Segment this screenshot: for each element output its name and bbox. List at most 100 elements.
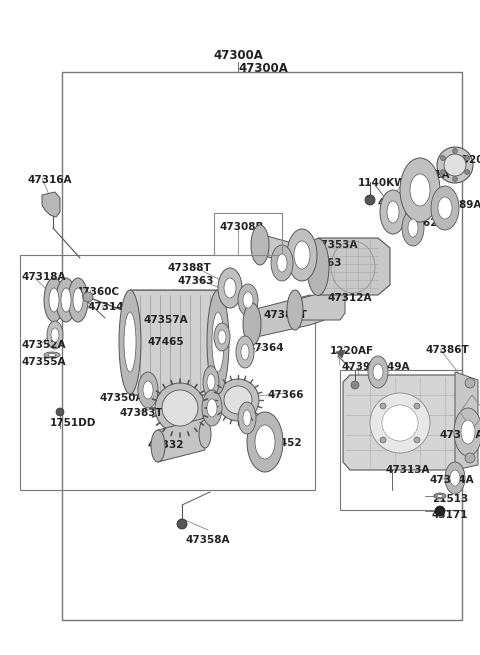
Text: 47308B: 47308B	[220, 222, 264, 232]
Circle shape	[83, 292, 93, 302]
Circle shape	[435, 506, 445, 516]
Ellipse shape	[49, 288, 59, 312]
Text: 47357A: 47357A	[143, 315, 188, 325]
Text: 1220AF: 1220AF	[330, 346, 374, 356]
Text: 47452: 47452	[265, 438, 301, 448]
Bar	[340, 370, 462, 510]
Text: 47360C: 47360C	[75, 287, 119, 297]
Text: 47389A: 47389A	[438, 200, 480, 210]
Ellipse shape	[271, 245, 293, 281]
Ellipse shape	[143, 381, 153, 399]
Polygon shape	[42, 192, 60, 217]
Text: 43171: 43171	[432, 510, 468, 520]
Ellipse shape	[212, 312, 224, 372]
Ellipse shape	[238, 402, 256, 434]
Circle shape	[365, 195, 375, 205]
Text: 47354A: 47354A	[430, 475, 475, 485]
Ellipse shape	[294, 241, 310, 269]
Polygon shape	[123, 290, 225, 395]
Text: 47314A: 47314A	[88, 302, 132, 312]
Ellipse shape	[68, 278, 88, 322]
Text: 47395: 47395	[342, 362, 378, 372]
Ellipse shape	[162, 390, 198, 426]
Ellipse shape	[207, 374, 215, 390]
Circle shape	[380, 403, 386, 409]
Text: 1140KW: 1140KW	[358, 178, 407, 188]
Polygon shape	[295, 288, 345, 320]
Text: 47358A: 47358A	[185, 535, 229, 545]
Ellipse shape	[255, 425, 275, 459]
Text: 47383T: 47383T	[120, 408, 164, 418]
Circle shape	[414, 437, 420, 443]
Bar	[20, 255, 315, 490]
Ellipse shape	[218, 330, 226, 344]
Polygon shape	[318, 238, 390, 295]
Circle shape	[440, 155, 445, 160]
Ellipse shape	[217, 379, 259, 421]
Text: 47332: 47332	[148, 440, 184, 450]
Circle shape	[414, 403, 420, 409]
Ellipse shape	[199, 420, 211, 448]
Ellipse shape	[431, 186, 459, 230]
Text: 47363: 47363	[178, 276, 215, 286]
Ellipse shape	[224, 386, 252, 414]
Ellipse shape	[44, 278, 64, 322]
Circle shape	[465, 453, 475, 463]
Ellipse shape	[373, 364, 383, 380]
Circle shape	[382, 405, 418, 441]
Text: 47388T: 47388T	[168, 263, 212, 273]
Text: 47359A: 47359A	[440, 430, 480, 440]
Ellipse shape	[47, 321, 63, 349]
Polygon shape	[455, 372, 478, 470]
Circle shape	[177, 519, 187, 529]
Ellipse shape	[243, 292, 253, 308]
Ellipse shape	[155, 383, 205, 433]
Ellipse shape	[461, 420, 475, 444]
Text: 47364: 47364	[248, 343, 285, 353]
Polygon shape	[343, 375, 462, 470]
Text: 47363: 47363	[305, 258, 341, 268]
Ellipse shape	[307, 238, 329, 295]
Ellipse shape	[207, 290, 229, 394]
Circle shape	[56, 408, 64, 416]
Text: 47361A: 47361A	[378, 198, 422, 208]
Ellipse shape	[218, 268, 242, 308]
Polygon shape	[336, 350, 345, 358]
Text: 47313A: 47313A	[385, 465, 430, 475]
Text: 47366: 47366	[268, 390, 304, 400]
Circle shape	[380, 437, 386, 443]
Polygon shape	[260, 234, 325, 268]
Ellipse shape	[119, 290, 141, 394]
Ellipse shape	[73, 288, 83, 312]
Text: 47316A: 47316A	[28, 175, 72, 185]
Ellipse shape	[236, 336, 254, 368]
Text: 47384T: 47384T	[263, 310, 307, 320]
Ellipse shape	[437, 147, 473, 183]
Ellipse shape	[243, 410, 251, 426]
Ellipse shape	[44, 352, 60, 358]
Ellipse shape	[454, 408, 480, 456]
Ellipse shape	[202, 390, 222, 426]
Text: 47351A: 47351A	[405, 170, 449, 180]
Circle shape	[370, 393, 430, 453]
Circle shape	[440, 170, 445, 174]
Text: 47318A: 47318A	[22, 272, 67, 282]
Text: 1751DD: 1751DD	[50, 418, 96, 428]
Ellipse shape	[400, 158, 440, 222]
Ellipse shape	[287, 229, 317, 281]
Circle shape	[465, 378, 475, 388]
Ellipse shape	[402, 210, 424, 246]
Text: 21513: 21513	[432, 494, 468, 504]
Text: 47350A: 47350A	[99, 393, 144, 403]
Ellipse shape	[410, 174, 430, 206]
Ellipse shape	[408, 219, 418, 237]
Ellipse shape	[51, 328, 59, 342]
Text: 47352A: 47352A	[22, 340, 67, 350]
Ellipse shape	[238, 284, 258, 316]
Ellipse shape	[56, 278, 76, 322]
Ellipse shape	[214, 323, 230, 351]
Ellipse shape	[450, 470, 460, 486]
Ellipse shape	[445, 462, 465, 494]
Ellipse shape	[251, 225, 269, 265]
Ellipse shape	[368, 356, 388, 388]
